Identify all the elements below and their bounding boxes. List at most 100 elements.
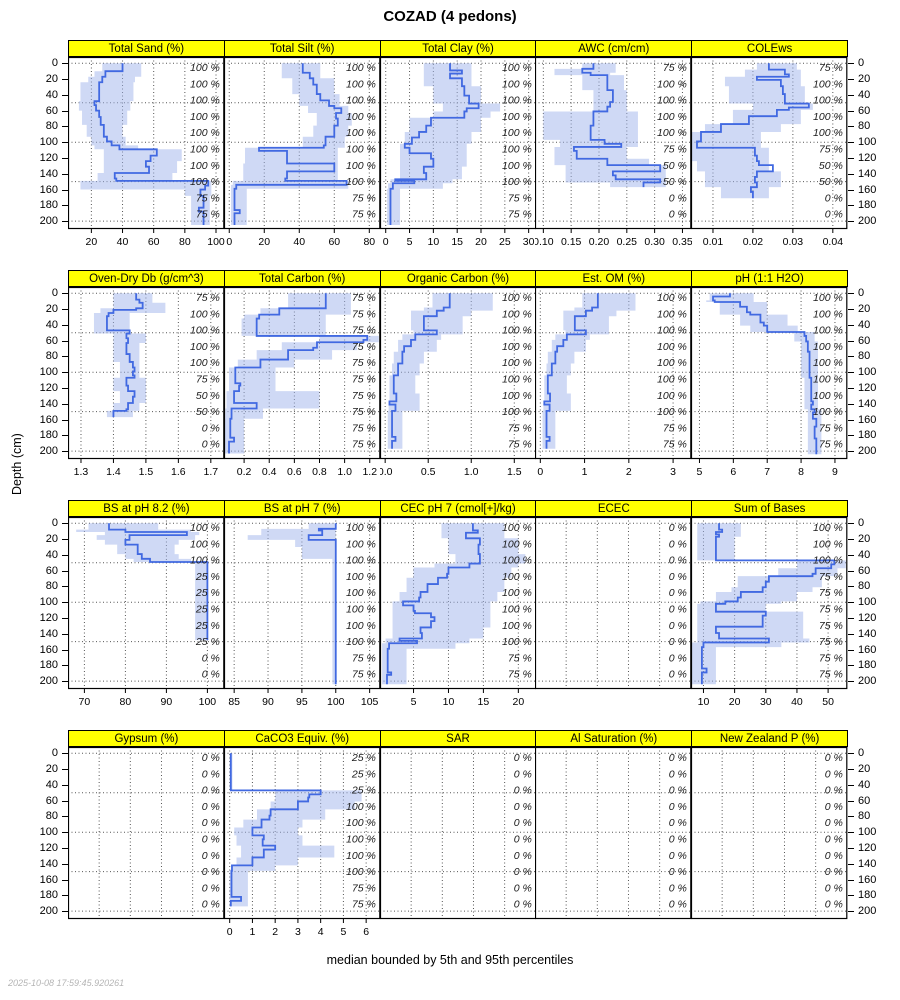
pct-label: 75 % (352, 374, 376, 386)
depth-tick-right (848, 847, 854, 849)
strip-al-saturation: Al Saturation (%) (535, 730, 693, 747)
pct-label: 0 % (669, 768, 687, 780)
panel-plot-cec-ph-7-cmol-kg: 100 % 100 % 100 % 100 % 100 % 100 % 100 % 100 %… (379, 517, 536, 708)
pct-label: 75 % (507, 422, 531, 434)
pct-label: 100 % (190, 357, 220, 369)
pct-label: 75 % (663, 422, 687, 434)
depth-tick-left (62, 205, 68, 207)
pct-label: 0 % (202, 882, 220, 894)
pct-label: 100 % (502, 571, 532, 583)
panel-plot-caco3-equiv: 25 % 25 % 25 % 100 % 100 % 100 % 100 % 100 % 75 … (223, 747, 381, 938)
pct-label: 75 % (352, 292, 376, 304)
pct-label: 100 % (657, 292, 687, 304)
depth-label-left: 60 (45, 794, 58, 807)
depth-label-right: 160 (858, 643, 877, 656)
depth-tick-left (62, 293, 68, 295)
depth-tick-right (848, 356, 854, 358)
pct-label: 100 % (502, 144, 532, 156)
pct-label: 75 % (352, 357, 376, 369)
pct-label: 50 % (663, 176, 687, 188)
depth-label-right: 0 (858, 57, 865, 70)
x-tick-label: 1 (582, 466, 588, 478)
pct-label: 75 % (819, 571, 843, 583)
median-line (233, 63, 348, 226)
pct-label: 0 % (202, 899, 220, 911)
pct-label: 100 % (813, 341, 843, 353)
pct-label: 100 % (346, 571, 376, 583)
depth-tick-left (62, 110, 68, 112)
panel-border (691, 287, 848, 460)
depth-label-right: 120 (858, 381, 877, 394)
pct-label: 0 % (202, 817, 220, 829)
pct-label: 25 % (195, 571, 220, 583)
pct-label: 100 % (502, 95, 532, 107)
x-tick-label: 100 (207, 236, 225, 248)
depth-label-right: 20 (858, 73, 871, 86)
pct-label: 0 % (669, 538, 687, 550)
panel-plot-gypsum: 0 % 0 % 0 % 0 % 0 % 0 % 0 % 0 % 0 % 0 % (68, 747, 225, 920)
pct-label: 100 % (346, 144, 376, 156)
x-tick-label: 8 (798, 466, 804, 478)
depth-tick-right (848, 63, 854, 65)
pct-label: 0 % (202, 422, 220, 434)
panel-plot-ph-1-1-h2o: 100 % 100 % 100 % 100 % 100 % 100 % 100 % 100 %… (691, 287, 848, 478)
median-line (712, 293, 818, 455)
depth-label-left: 80 (45, 120, 58, 133)
depth-tick-right (848, 309, 854, 311)
pct-label: 100 % (502, 78, 532, 90)
pct-label: 0 % (669, 785, 687, 797)
depth-tick-right (848, 94, 854, 96)
pct-label: 0 % (669, 652, 687, 664)
pct-label: 0 % (669, 522, 687, 534)
pct-label: 0 % (669, 817, 687, 829)
figure-caption: median bounded by 5th and 95th percentil… (326, 953, 574, 967)
depth-label-left: 200 (39, 445, 58, 458)
depth-label-right: 0 (858, 287, 865, 300)
depth-tick-left (62, 419, 68, 421)
depth-tick-right (848, 372, 854, 374)
depth-tick-right (848, 126, 854, 128)
strip-total-sand: Total Sand (%) (68, 40, 225, 57)
strip-oven-dry-db-g-cm-3: Oven-Dry Db (g/cm^3) (68, 270, 225, 287)
pct-label: 100 % (190, 308, 220, 320)
depth-label-right: 180 (858, 889, 877, 902)
pct-label: 100 % (502, 555, 532, 567)
pct-label: 50 % (196, 390, 220, 402)
depth-label-left: 200 (39, 675, 58, 688)
depth-tick-right (848, 649, 854, 651)
x-tick-label: 10 (698, 696, 710, 708)
median-line (701, 523, 836, 685)
x-tick-label: 0.04 (823, 236, 844, 248)
pct-label: 0 % (513, 752, 531, 764)
depth-tick-right (848, 633, 854, 635)
depth-tick-left (62, 800, 68, 802)
pct-label: 100 % (813, 95, 843, 107)
x-tick-label: 1.6 (171, 466, 186, 478)
pct-label: 75 % (352, 882, 376, 894)
depth-label-right: 60 (858, 334, 871, 347)
x-tick-label: 0.02 (743, 236, 764, 248)
pct-label: 100 % (657, 325, 687, 337)
pct-label: 100 % (346, 850, 376, 862)
depth-tick-right (848, 387, 854, 389)
pct-label: 50 % (196, 406, 220, 418)
pct-label: 0 % (202, 768, 220, 780)
percentile-band (76, 523, 208, 641)
pct-label: 100 % (190, 522, 220, 534)
depth-label-left: 120 (39, 381, 58, 394)
depth-label-right: 100 (858, 826, 877, 839)
pct-label: 75 % (507, 209, 531, 221)
depth-label-left: 120 (39, 841, 58, 854)
pct-label: 75 % (352, 652, 376, 664)
strip-ecec: ECEC (535, 500, 693, 517)
pct-label: 75 % (352, 192, 376, 204)
x-tick-label: 20 (512, 696, 524, 708)
pct-label: 75 % (819, 144, 843, 156)
pct-label: 100 % (346, 555, 376, 567)
depth-tick-left (62, 142, 68, 144)
depth-label-left: 60 (45, 104, 58, 117)
strip-total-carbon: Total Carbon (%) (223, 270, 381, 287)
timestamp: 2025-10-08 17:59:45.920261 (8, 978, 125, 988)
pct-label: 100 % (190, 538, 220, 550)
depth-tick-left (62, 539, 68, 541)
